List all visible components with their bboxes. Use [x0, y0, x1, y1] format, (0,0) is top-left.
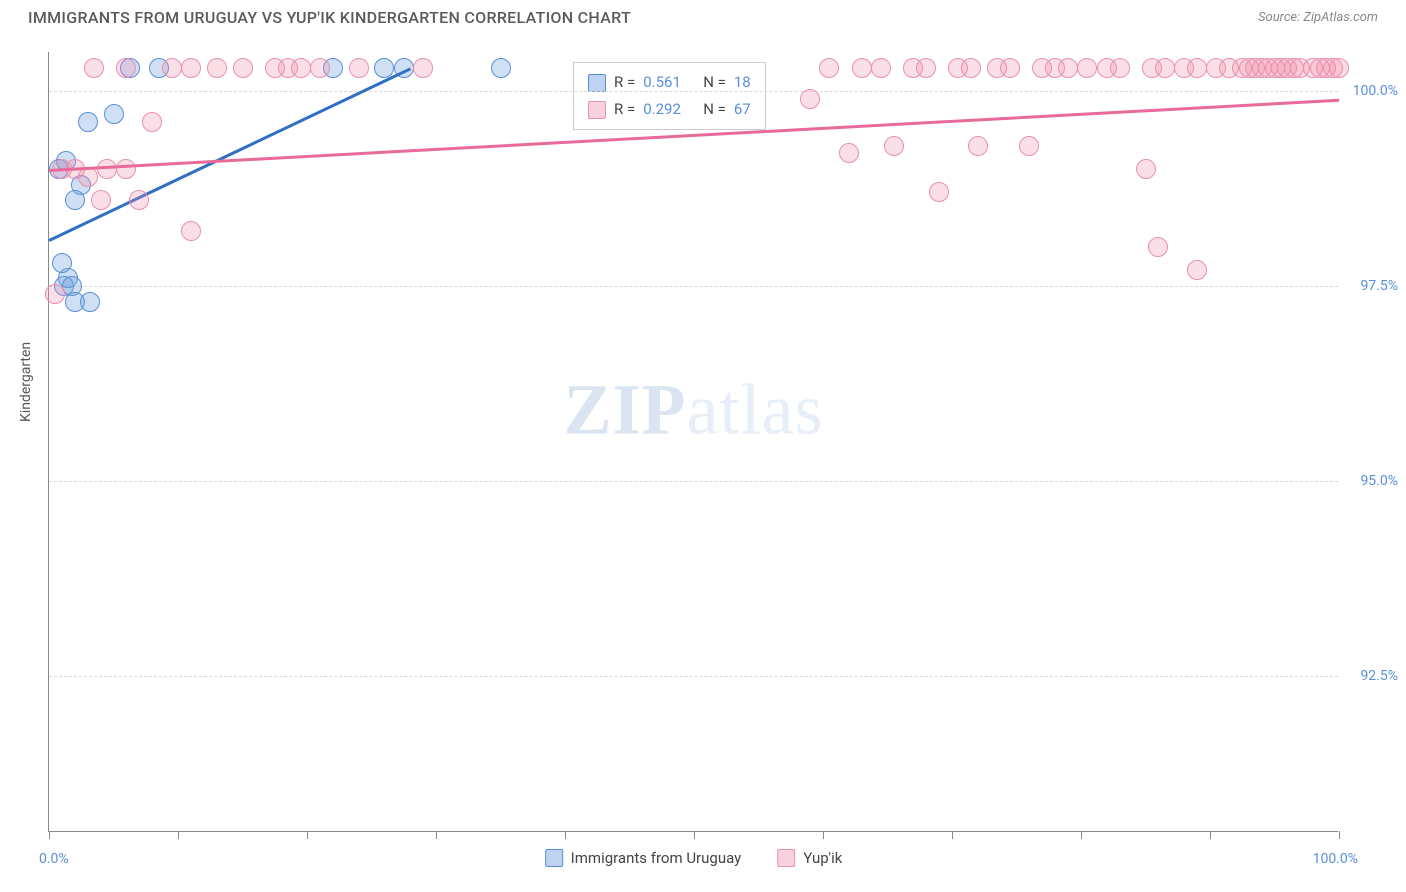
- data-point: [181, 58, 201, 78]
- x-tick: [307, 831, 308, 839]
- data-point: [1136, 159, 1156, 179]
- data-point: [97, 159, 117, 179]
- data-point: [104, 104, 124, 124]
- legend-swatch: [777, 849, 795, 867]
- data-point: [1000, 58, 1020, 78]
- gridline: [49, 676, 1338, 677]
- y-tick-label: 95.0%: [1360, 473, 1398, 489]
- legend-item: Yup'ik: [777, 849, 842, 867]
- data-point: [1155, 58, 1175, 78]
- x-tick: [565, 831, 566, 839]
- data-point: [1187, 58, 1207, 78]
- data-point: [916, 58, 936, 78]
- data-point: [310, 58, 330, 78]
- legend-swatch: [545, 849, 563, 867]
- data-point: [1329, 58, 1349, 78]
- series-legend: Immigrants from Uruguay Yup'ik: [545, 849, 843, 867]
- data-point: [291, 58, 311, 78]
- y-tick-label: 97.5%: [1360, 278, 1398, 294]
- stats-legend: R =0.561N =18R =0.292N =67: [573, 62, 766, 130]
- chart-title: IMMIGRANTS FROM URUGUAY VS YUP'IK KINDER…: [28, 8, 631, 27]
- y-tick-label: 92.5%: [1360, 668, 1398, 684]
- x-tick: [436, 831, 437, 839]
- data-point: [1019, 136, 1039, 156]
- gridline: [49, 91, 1338, 92]
- data-point: [116, 159, 136, 179]
- data-point: [142, 112, 162, 132]
- data-point: [80, 292, 100, 312]
- data-point: [929, 182, 949, 202]
- data-point: [1058, 58, 1078, 78]
- x-tick: [694, 831, 695, 839]
- r-label: R =: [614, 96, 635, 123]
- data-point: [884, 136, 904, 156]
- gridline: [49, 481, 1338, 482]
- data-point: [52, 253, 72, 273]
- data-point: [374, 58, 394, 78]
- data-point: [800, 89, 820, 109]
- data-point: [852, 58, 872, 78]
- legend-item: Immigrants from Uruguay: [545, 849, 742, 867]
- data-point: [162, 58, 182, 78]
- n-value: 67: [734, 96, 751, 123]
- x-tick: [952, 831, 953, 839]
- x-axis-label-min: 0.0%: [39, 851, 69, 867]
- data-point: [1187, 260, 1207, 280]
- data-point: [1077, 58, 1097, 78]
- x-tick: [49, 831, 50, 839]
- data-point: [91, 190, 111, 210]
- data-point: [819, 58, 839, 78]
- gridline: [49, 286, 1338, 287]
- data-point: [968, 136, 988, 156]
- data-point: [1110, 58, 1130, 78]
- data-point: [413, 58, 433, 78]
- data-point: [116, 58, 136, 78]
- data-point: [871, 58, 891, 78]
- y-axis-label: Kindergarten: [18, 342, 34, 422]
- x-tick: [1210, 831, 1211, 839]
- x-tick: [823, 831, 824, 839]
- data-point: [233, 58, 253, 78]
- x-tick: [1339, 831, 1340, 839]
- r-value: 0.292: [643, 96, 695, 123]
- legend-label: Yup'ik: [803, 849, 842, 867]
- data-point: [78, 167, 98, 187]
- plot-area: ZIPatlas 0.0% 100.0% R =0.561N =18R =0.2…: [48, 52, 1338, 832]
- data-point: [45, 284, 65, 304]
- data-point: [65, 190, 85, 210]
- data-point: [1148, 237, 1168, 257]
- data-point: [84, 58, 104, 78]
- data-point: [78, 112, 98, 132]
- data-point: [181, 221, 201, 241]
- x-tick: [1081, 831, 1082, 839]
- n-label: N =: [703, 96, 726, 123]
- y-tick-label: 100.0%: [1353, 83, 1398, 99]
- data-point: [491, 58, 511, 78]
- legend-label: Immigrants from Uruguay: [571, 849, 742, 867]
- data-point: [961, 58, 981, 78]
- data-point: [349, 58, 369, 78]
- x-axis-label-max: 100.0%: [1313, 851, 1358, 867]
- watermark: ZIPatlas: [564, 369, 824, 452]
- data-point: [129, 190, 149, 210]
- data-point: [839, 143, 859, 163]
- legend-swatch: [588, 101, 606, 119]
- x-tick: [178, 831, 179, 839]
- stats-legend-row: R = 0.292 N = 67: [588, 96, 751, 123]
- source-attribution: Source: ZipAtlas.com: [1258, 10, 1378, 25]
- legend-swatch: [588, 74, 606, 92]
- chart-container: Kindergarten ZIPatlas 0.0% 100.0% R =0.5…: [0, 42, 1406, 892]
- data-point: [207, 58, 227, 78]
